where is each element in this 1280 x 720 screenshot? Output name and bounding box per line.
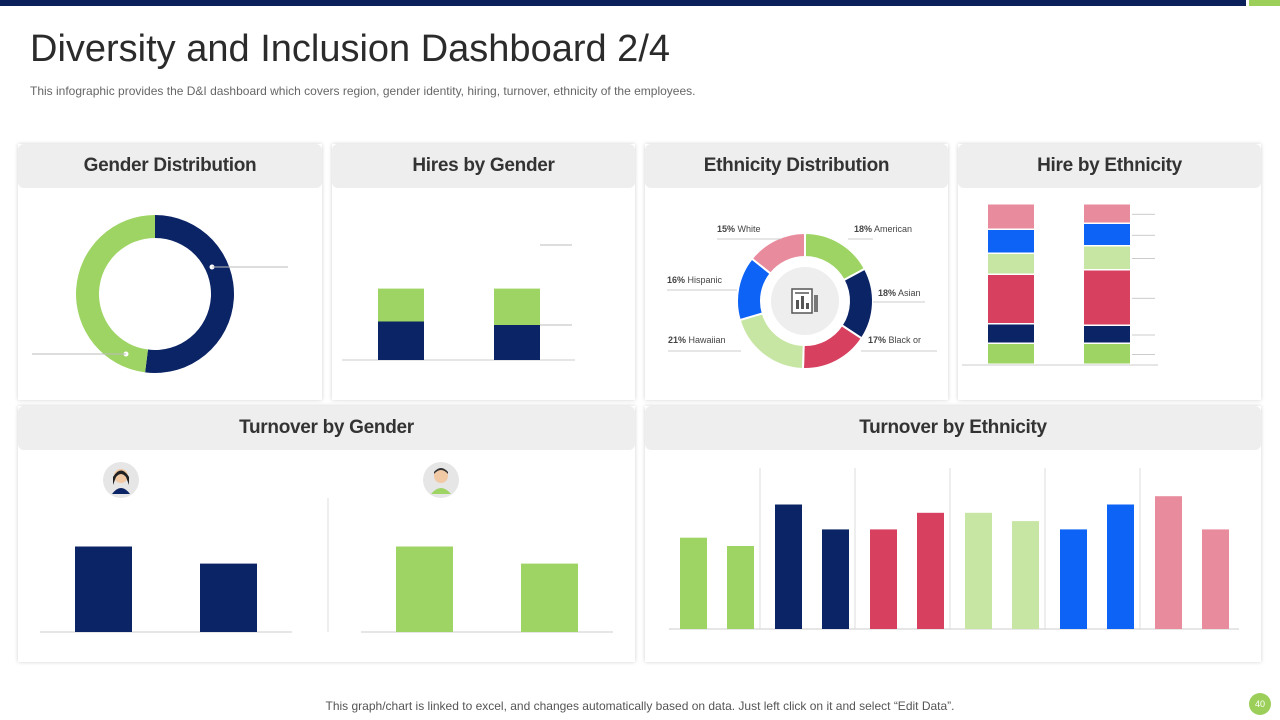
slice-name-line1-american-indian-alaskan-native: American [872,224,912,234]
donut-slice-female [145,215,234,373]
turnover-by-ethnicity-header: Turnover by Ethnicity [645,406,1261,450]
bar-female-2021 [75,546,132,632]
turnover-by-ethnicity-chart[interactable] [645,406,1261,662]
footer-note: This graph/chart is linked to excel, and… [325,699,955,713]
hire-by-ethnicity-title: Hire by Ethnicity [1037,155,1182,176]
slice-name-line1-white: White [735,224,761,234]
gender-distribution-chart[interactable] [18,144,322,400]
hire-by-ethnicity-chart[interactable] [958,144,1261,400]
bar-hawaiian-or-pacific-islander-2022 [1012,521,1039,629]
slice-name-line1-asian: Asian [896,288,921,298]
top-accent-bar [0,0,1246,6]
bar-asian-2022 [1084,326,1130,343]
bar-male-2021 [378,288,424,322]
slice-pct-hispanic-or-latino: 16% [667,275,685,285]
bar-female-2022 [494,325,540,360]
slice-label-black-or-african-american: 17% Black or [868,335,921,345]
bar-american-indian-alaskan-native-2022 [1084,344,1130,364]
turnover-by-ethnicity-panel: Turnover by Ethnicity [645,406,1261,662]
turnover-by-gender-title: Turnover by Gender [239,417,414,438]
page-number-badge: 40 [1249,693,1271,715]
turnover-by-gender-header: Turnover by Gender [18,406,635,450]
bar-white-2021 [988,204,1034,229]
bar-male-2022 [494,288,540,325]
hire-by-ethnicity-panel: Hire by Ethnicity [958,144,1261,400]
bar-hispanic-or-latino-2022 [1084,224,1130,245]
female-person-icon [103,462,139,498]
page-subtitle: This infographic provides the D&I dashbo… [30,84,696,98]
hires-by-gender-title: Hires by Gender [412,155,555,176]
turnover-by-gender-panel: Turnover by Gender [18,406,635,662]
bar-hawaiian-or-pacific-islander-2021 [965,512,992,629]
hires-by-gender-panel: Hires by Gender [332,144,635,400]
document-chart-icon [791,288,818,314]
bar-american-indian-alaskan-native-2022 [727,546,754,629]
slice-pct-hawaiian-or-pacific-islander: 21% [668,335,686,345]
bar-black-or-african-american-2022 [917,512,944,629]
top-accent-bar-green [1249,0,1280,6]
hire-by-ethnicity-header: Hire by Ethnicity [958,144,1261,188]
donut-slice-white [750,231,806,275]
bar-hispanic-or-latino-2021 [1060,529,1087,629]
page-title: Diversity and Inclusion Dashboard 2/4 [30,28,671,70]
bar-black-or-african-american-2022 [1084,270,1130,325]
gender-distribution-panel: Gender Distribution [18,144,322,400]
slice-name-line1-hispanic-or-latino: Hispanic [685,275,723,285]
bar-black-or-african-american-2021 [870,529,897,629]
slice-label-american-indian-alaskan-native: 18% American [854,224,912,234]
bar-hawaiian-or-pacific-islander-2021 [988,254,1034,274]
hires-by-gender-chart[interactable] [332,144,635,400]
bar-asian-2021 [988,324,1034,343]
gender-distribution-title: Gender Distribution [83,155,257,176]
bar-american-indian-alaskan-native-2021 [680,537,707,629]
bar-hispanic-or-latino-2022 [1107,504,1134,629]
slice-pct-american-indian-alaskan-native: 18% [854,224,872,234]
bar-female-2022 [200,563,257,632]
bar-black-or-african-american-2021 [988,275,1034,323]
bar-male-2021 [396,546,453,632]
gender-distribution-header: Gender Distribution [18,144,322,188]
bar-white-2022 [1084,204,1130,223]
slice-label-asian: 18% Asian [878,288,921,298]
donut-slice-male [75,215,155,373]
slice-pct-black-or-african-american: 17% [868,335,886,345]
ethnicity-distribution-header: Ethnicity Distribution [645,144,948,188]
bar-american-indian-alaskan-native-2021 [988,344,1034,364]
slice-name-line1-black-or-african-american: Black or [886,335,921,345]
ethnicity-distribution-title: Ethnicity Distribution [703,155,890,176]
slice-label-white: 15% White [717,224,761,234]
slice-label-hawaiian-or-pacific-islander: 21% Hawaiian [668,335,726,345]
bar-white-2021 [1155,496,1182,629]
slice-name-line1-hawaiian-or-pacific-islander: Hawaiian [686,335,726,345]
hires-by-gender-header: Hires by Gender [332,144,635,188]
slice-pct-asian: 18% [878,288,896,298]
bar-female-2021 [378,321,424,360]
slice-label-hispanic-or-latino: 16% Hispanic [667,275,723,285]
bar-white-2022 [1202,529,1229,629]
male-person-icon [423,462,459,498]
bar-hispanic-or-latino-2021 [988,230,1034,253]
bar-hawaiian-or-pacific-islander-2022 [1084,246,1130,269]
turnover-by-ethnicity-title: Turnover by Ethnicity [859,417,1047,438]
bar-asian-2021 [775,504,802,629]
slice-pct-white: 15% [717,224,735,234]
bar-male-2022 [521,563,578,632]
ethnicity-distribution-panel: Ethnicity Distribution 18% American 18% A… [645,144,948,400]
bar-asian-2022 [822,529,849,629]
turnover-by-gender-chart[interactable] [18,406,635,662]
